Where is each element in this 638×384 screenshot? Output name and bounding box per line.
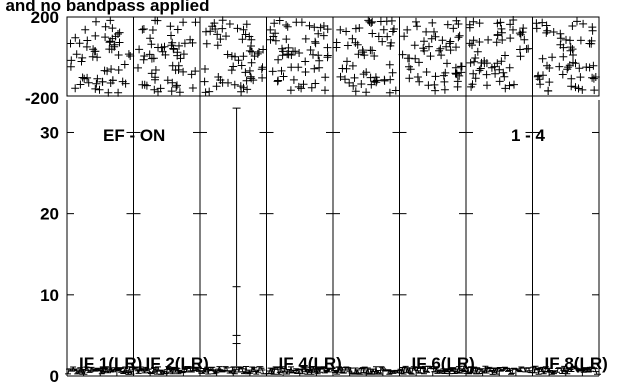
series-label: IF 6(LR) xyxy=(412,354,475,373)
phase-marker xyxy=(398,16,466,95)
phase-marker xyxy=(332,16,400,97)
series-label: IF 2(LR) xyxy=(146,354,209,373)
phase-tick-label: -200 xyxy=(25,89,59,108)
amp-trace xyxy=(131,366,202,375)
amp-trace xyxy=(264,366,335,375)
amp-trace xyxy=(65,366,136,375)
y-tick-label: 10 xyxy=(40,286,59,305)
source-label: EF - ON xyxy=(103,126,165,145)
baseline-label: 1 - 4 xyxy=(511,126,546,145)
phase-marker xyxy=(134,16,200,97)
if-labels: IF 1(LR) IF 2(LR) IF 4(LR) IF 6(LR) IF 8(LR) xyxy=(79,354,608,373)
y-tick-label: 30 xyxy=(40,123,59,142)
series-label: IF 8(LR) xyxy=(545,354,608,373)
series-label: IF 1(LR) xyxy=(79,354,142,373)
amp-trace xyxy=(464,365,535,375)
amp-trace xyxy=(331,366,402,375)
series-label: IF 4(LR) xyxy=(279,354,342,373)
panel-frames xyxy=(66,16,600,377)
y-tick-label: 20 xyxy=(40,205,59,224)
amp-trace xyxy=(198,366,269,375)
y-tick-label: 0 xyxy=(50,367,59,384)
amp-trace xyxy=(397,365,468,375)
chart-title: l and no bandpass applied xyxy=(0,0,209,15)
amp-trace xyxy=(530,365,601,375)
phase-marker xyxy=(66,16,135,97)
phase-marker xyxy=(532,17,600,95)
phase-marker xyxy=(200,16,268,97)
phase-marker xyxy=(266,16,332,95)
y-tick-labels: 0 10 20 30 200 -200 xyxy=(25,8,59,384)
phase-tick-label: 200 xyxy=(31,8,59,27)
phase-scatter xyxy=(66,16,600,97)
phase-marker xyxy=(465,16,533,93)
amplitude-traces xyxy=(65,107,601,375)
axis-ticks xyxy=(67,131,599,377)
